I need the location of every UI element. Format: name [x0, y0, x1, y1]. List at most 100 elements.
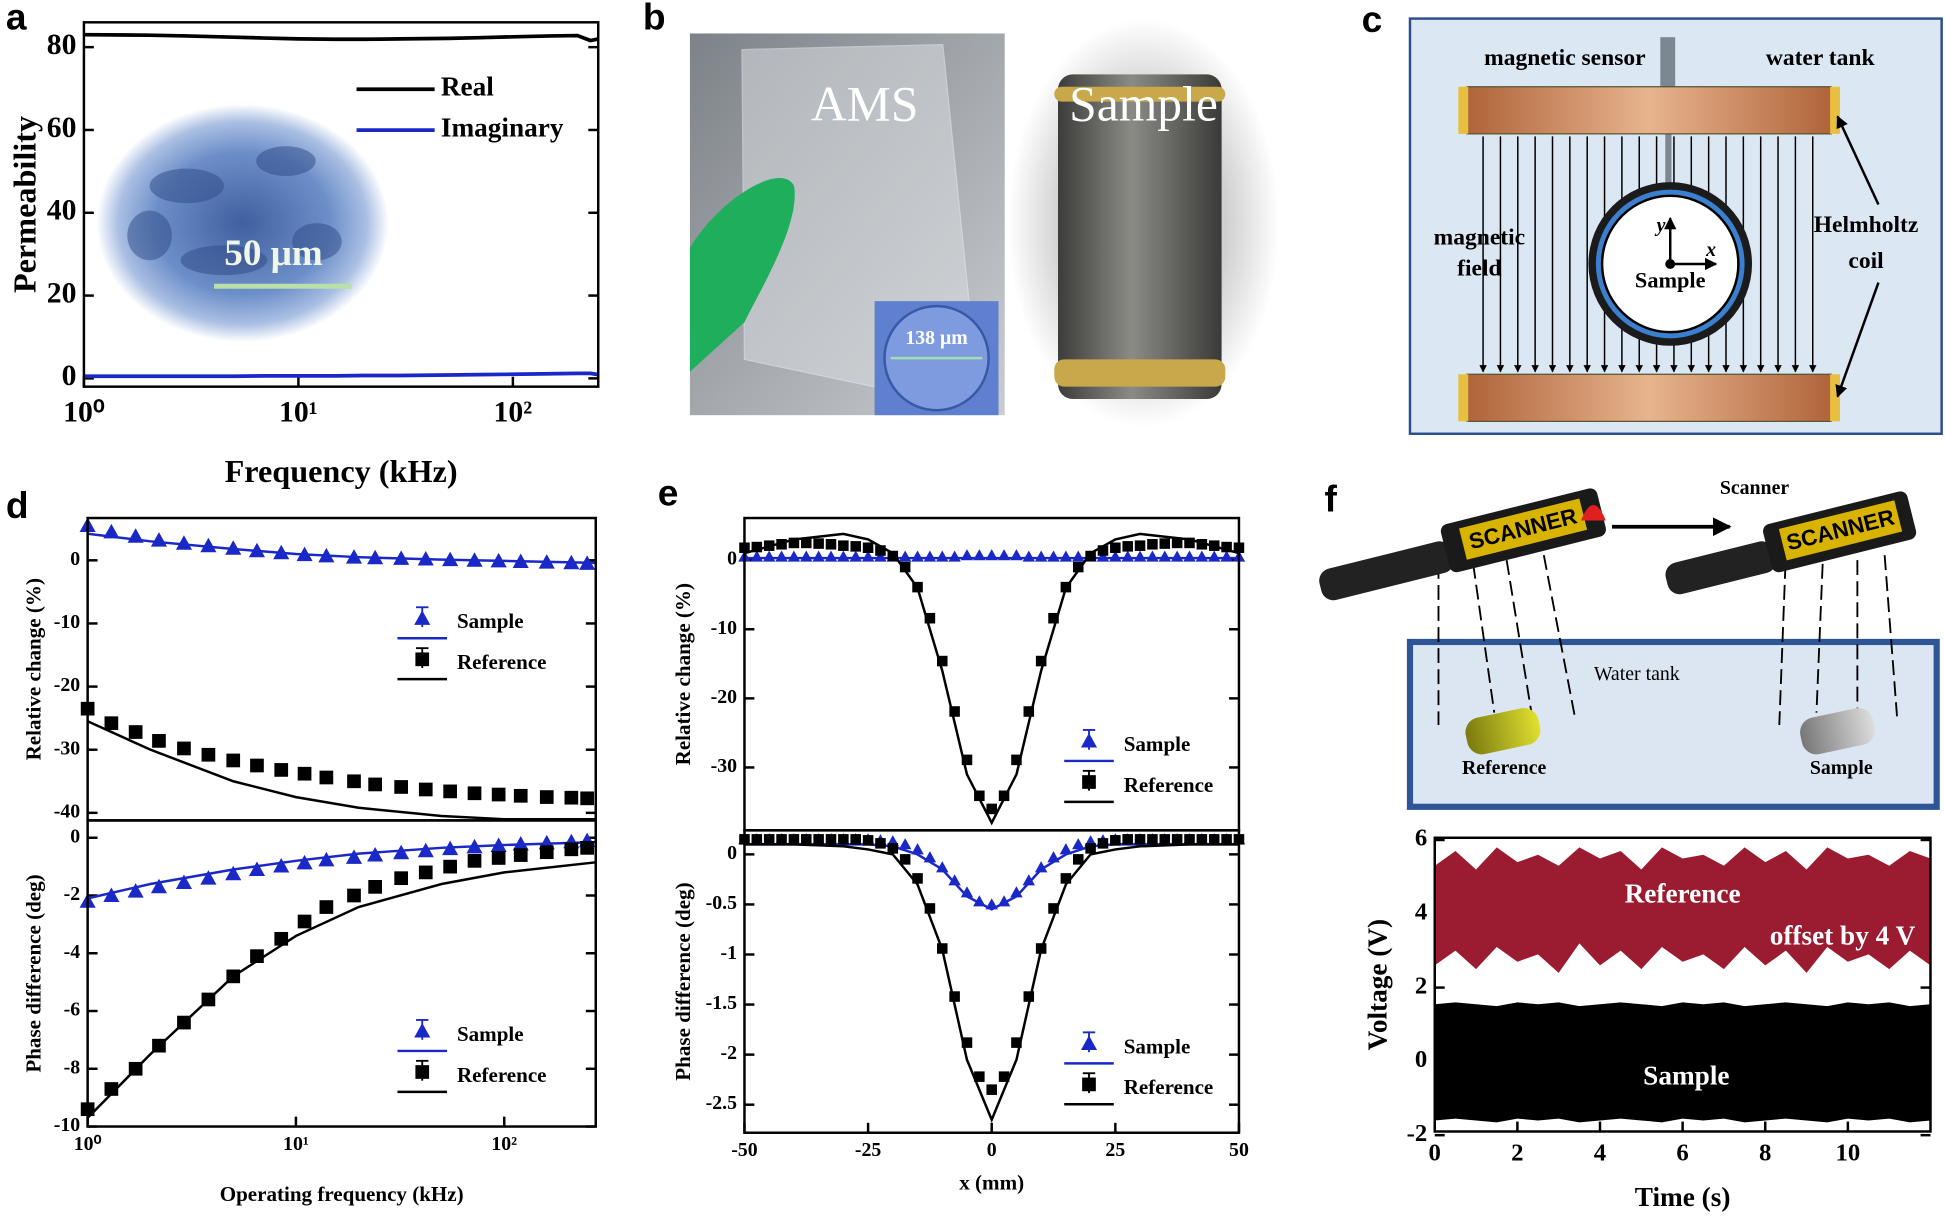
scanner: SCANNER: [1319, 488, 1606, 601]
data-point: [368, 777, 382, 792]
data-point: [1097, 545, 1109, 556]
data-point: [949, 706, 960, 717]
x-axis-label: Frequency (kHz): [225, 453, 458, 489]
panel-labels: a b c d e f: [6, 0, 1382, 526]
data-point: [1109, 550, 1122, 562]
y-tick-label: 0: [727, 548, 737, 570]
data-point: [837, 550, 850, 562]
legend-label: Reference: [1124, 1075, 1214, 1099]
diagram-label: Reference: [1462, 757, 1547, 779]
data-point: [579, 555, 596, 570]
data-point: [912, 581, 923, 593]
data-point: [248, 542, 266, 558]
data-point: [467, 854, 482, 868]
legend-marker: [414, 1023, 431, 1038]
x-tick-label: 10⁰: [63, 396, 105, 429]
data-point: [1159, 538, 1171, 549]
shape: magnetic sensor water tank magnetic fiel…: [1434, 45, 1919, 282]
data-point: [997, 895, 1011, 907]
data-point: [564, 842, 579, 857]
y-tick-label: -8: [64, 1056, 81, 1078]
data-point: [800, 550, 813, 562]
data-point: [898, 838, 912, 850]
data-point: [1133, 550, 1147, 562]
data-point: [1047, 550, 1060, 562]
data-point: [1060, 873, 1072, 884]
data-point: [974, 790, 985, 802]
y-tick-label: 0: [70, 825, 80, 847]
x-tick-label: -50: [731, 1139, 758, 1161]
y-tick-label: 6: [1415, 825, 1427, 852]
x-tick-label: 10²: [494, 396, 533, 429]
y-tick-label: -2.5: [706, 1092, 737, 1114]
data-point: [103, 887, 120, 902]
data-point: [1196, 834, 1208, 845]
annotation: 50 μm: [224, 233, 323, 274]
diagram-label: field: [1457, 256, 1501, 282]
data-point: [1170, 550, 1184, 562]
data-point: [788, 537, 800, 549]
x-tick-label: 8: [1759, 1140, 1771, 1167]
data-point: [175, 535, 193, 550]
diagram-label: coil: [1848, 248, 1884, 274]
legend-marker: [1082, 775, 1096, 789]
diagram-label: Water tank: [1594, 663, 1680, 685]
y-tick-label: -40: [54, 800, 81, 822]
x-tick-label: -25: [855, 1139, 882, 1161]
data-point: [776, 834, 787, 845]
data-point: [924, 612, 936, 624]
data-point: [887, 550, 899, 562]
data-point: [812, 550, 825, 562]
legend-label: Imaginary: [441, 112, 564, 142]
shape: [1505, 560, 1533, 713]
data-point: [973, 895, 986, 907]
data-point: [751, 541, 763, 553]
data-point: [961, 754, 973, 766]
data-point: [442, 840, 459, 856]
data-point: [813, 538, 824, 549]
shape: [1815, 563, 1824, 713]
x-tick-label: 2: [1511, 1140, 1523, 1167]
data-point: [985, 898, 998, 910]
data-point: [150, 532, 168, 547]
data-point: [490, 837, 507, 852]
data-point: [297, 766, 312, 781]
data-point: [274, 931, 289, 946]
data-point: [318, 547, 335, 563]
data-point: [319, 900, 334, 914]
y-tick-label: -10: [711, 617, 738, 639]
data-point: [775, 550, 788, 562]
data-point: [825, 834, 837, 845]
data-point: [960, 549, 974, 561]
data-point: [1208, 834, 1220, 845]
data-point: [491, 851, 506, 865]
data-point: [201, 992, 216, 1007]
data-point: [128, 725, 143, 739]
data-point: [1035, 655, 1047, 667]
diagram-label: Sample: [1810, 757, 1873, 779]
series-label: Reference: [1625, 878, 1741, 908]
data-point: [393, 844, 410, 860]
data-point: [226, 753, 241, 768]
x-axis-label: Time (s): [1635, 1182, 1731, 1212]
y-axis-label: Relative change (%): [671, 583, 695, 765]
plot-frame: [1433, 836, 1932, 1133]
data-point: [103, 523, 120, 539]
y-tick-label: -10: [54, 1114, 81, 1136]
y-tick-label: -2: [1407, 1120, 1428, 1147]
data-point: [986, 1084, 997, 1095]
legend-label: Sample: [1124, 732, 1191, 756]
data-point: [1059, 843, 1073, 855]
terminal: [1830, 374, 1841, 422]
data-point: [912, 873, 923, 884]
data-point: [838, 540, 849, 551]
data-point: [394, 871, 409, 886]
y-axis-label: Phase difference (deg): [21, 874, 45, 1072]
y-tick-label: -30: [54, 737, 81, 759]
data-point: [393, 550, 410, 565]
data-point: [563, 554, 580, 570]
sensor-rod: [1660, 37, 1676, 90]
legend-label: Reference: [457, 650, 547, 674]
data-point: [1195, 550, 1209, 562]
